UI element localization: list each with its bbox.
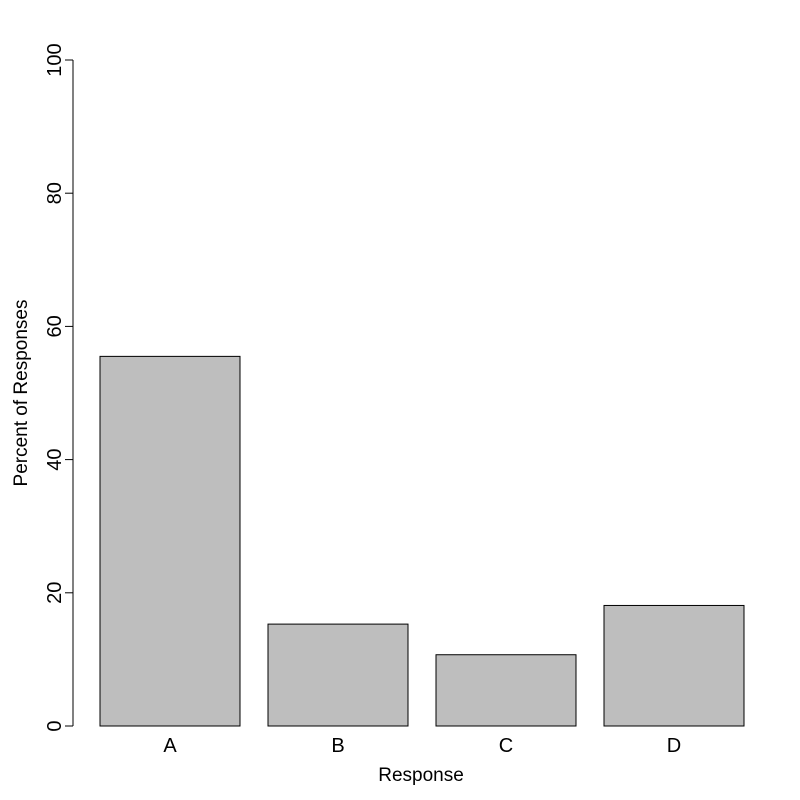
y-tick-label: 20 xyxy=(44,582,66,604)
x-tick-label: C xyxy=(499,735,513,757)
x-axis-title: Response xyxy=(378,765,464,786)
bars xyxy=(99,355,745,727)
y-tick-label: 0 xyxy=(44,720,66,731)
bar-d xyxy=(603,604,745,727)
x-tick-label: A xyxy=(163,735,177,757)
y-tick-label: 100 xyxy=(44,43,66,76)
x-axis-labels: A B C D xyxy=(163,735,681,757)
y-tick-label: 40 xyxy=(44,448,66,470)
bar-c xyxy=(435,654,577,727)
x-tick-label: D xyxy=(667,735,681,757)
y-axis-title: Percent of Responses xyxy=(11,300,32,487)
y-tick-label: 60 xyxy=(44,315,66,337)
y-axis: 0 20 40 60 80 100 xyxy=(44,43,74,732)
x-tick-label: B xyxy=(331,735,344,757)
y-tick-label: 80 xyxy=(44,182,66,204)
bar-b xyxy=(267,623,409,727)
bar-a xyxy=(99,355,241,727)
